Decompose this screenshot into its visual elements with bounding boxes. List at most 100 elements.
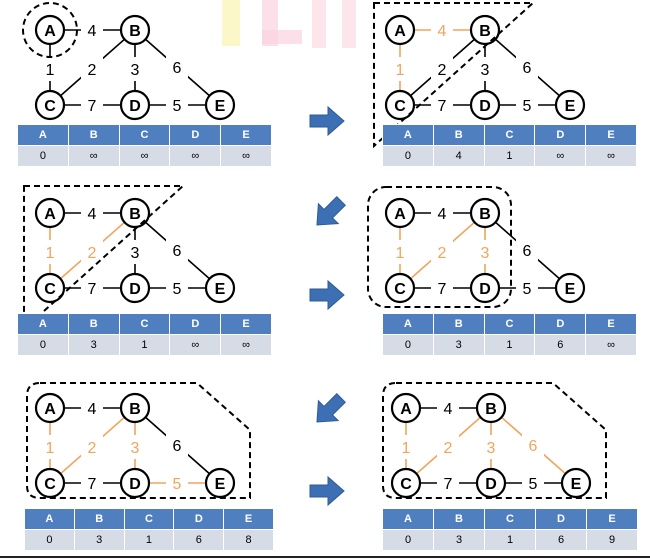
- distance-cell-b: 4: [432, 145, 485, 167]
- svg-text:7: 7: [444, 476, 453, 493]
- graph-step-4: 4 1 2 3 6 7 5 A B C D E: [367, 186, 586, 308]
- svg-text:6: 6: [523, 243, 532, 260]
- distance-cell-b: 3: [73, 529, 125, 551]
- edge-weight-bc: 2: [437, 435, 459, 459]
- distance-cell-e: ∞: [585, 145, 637, 167]
- svg-text:C: C: [44, 476, 56, 493]
- svg-text:E: E: [215, 476, 226, 493]
- visited-set-boundary: [373, 2, 536, 149]
- svg-text:4: 4: [88, 206, 97, 223]
- table-header-a: A: [382, 124, 434, 146]
- svg-text:D: D: [129, 476, 141, 493]
- distance-cell-e: ∞: [220, 145, 272, 167]
- edge-weight-bc: 2: [81, 57, 103, 81]
- edge-weight-ab: 4: [81, 396, 103, 420]
- svg-text:B: B: [129, 23, 141, 40]
- svg-text:5: 5: [523, 281, 532, 298]
- edge-weight-ab: 4: [431, 18, 453, 42]
- edge-weight-bd: 3: [474, 240, 496, 264]
- edge-weight-ab: 4: [81, 18, 103, 42]
- node-d: D: [475, 467, 507, 499]
- table-header-c: C: [118, 313, 171, 335]
- table-header-e: E: [220, 313, 272, 335]
- svg-text:3: 3: [131, 245, 140, 262]
- svg-text:E: E: [565, 98, 576, 115]
- distance-cell-a: 0: [24, 529, 75, 551]
- node-b: B: [119, 392, 151, 424]
- svg-text:B: B: [129, 206, 141, 223]
- edge-weight-ac: 1: [395, 435, 417, 459]
- svg-text:2: 2: [88, 245, 97, 262]
- table-header-a: A: [24, 508, 75, 530]
- distance-cell-b: 3: [433, 529, 485, 551]
- edge-weight-bd: 3: [124, 57, 146, 81]
- svg-text:C: C: [394, 281, 406, 298]
- table-header-d: D: [169, 313, 222, 335]
- node-b: B: [469, 14, 501, 46]
- table-header-b: B: [433, 508, 485, 530]
- distance-cell-d: ∞: [169, 334, 222, 356]
- svg-text:2: 2: [438, 245, 447, 262]
- svg-text:3: 3: [487, 440, 496, 457]
- distance-cell-e: ∞: [585, 334, 637, 356]
- svg-text:E: E: [565, 281, 576, 298]
- graph-step-6: 4 1 2 3 6 7 5 A B C D E: [382, 382, 607, 499]
- distance-cell-b: 3: [432, 334, 485, 356]
- svg-text:A: A: [400, 401, 412, 418]
- svg-text:A: A: [394, 23, 406, 40]
- distance-cell-c: 1: [484, 529, 536, 551]
- distance-cell-a: 0: [17, 145, 69, 167]
- edge-weight-de: 5: [166, 93, 188, 117]
- node-a: A: [34, 392, 66, 424]
- svg-text:B: B: [129, 401, 141, 418]
- table-header-b: B: [67, 313, 120, 335]
- svg-text:6: 6: [173, 243, 182, 260]
- svg-text:7: 7: [88, 281, 97, 298]
- node-e: E: [204, 272, 236, 304]
- node-c: C: [34, 272, 66, 304]
- svg-text:5: 5: [173, 281, 182, 298]
- table-header-a: A: [17, 124, 69, 146]
- distance-cell-c: 1: [123, 529, 175, 551]
- svg-text:D: D: [485, 476, 497, 493]
- edge-weight-be: 6: [516, 55, 538, 79]
- edge-weight-de: 5: [516, 276, 538, 300]
- edge-weight-cd: 7: [431, 93, 453, 117]
- svg-text:A: A: [394, 206, 406, 223]
- svg-text:7: 7: [438, 98, 447, 115]
- edge-weight-ac: 1: [39, 57, 61, 81]
- distance-cell-a: 0: [382, 145, 434, 167]
- distance-cell-d: ∞: [534, 145, 587, 167]
- table-header-d: D: [534, 313, 587, 335]
- table-header-c: C: [483, 124, 536, 146]
- distance-table-step-3: A B C D E 0 3 1 ∞ ∞: [17, 313, 272, 356]
- distance-cell-c: 1: [483, 145, 536, 167]
- node-e: E: [554, 89, 586, 121]
- svg-text:D: D: [129, 98, 141, 115]
- svg-text:3: 3: [481, 62, 490, 79]
- svg-text:3: 3: [131, 62, 140, 79]
- svg-text:B: B: [479, 23, 491, 40]
- svg-text:1: 1: [46, 440, 55, 457]
- table-header-b: B: [432, 124, 485, 146]
- svg-text:6: 6: [529, 438, 538, 455]
- svg-text:C: C: [44, 281, 56, 298]
- node-a: A: [34, 14, 66, 46]
- svg-text:A: A: [44, 401, 56, 418]
- down-left-arrow-icon: [316, 393, 346, 423]
- svg-text:4: 4: [438, 206, 447, 223]
- svg-text:C: C: [44, 98, 56, 115]
- graph-step-1: 4 1 2 3 6 7 5 A B C D E: [22, 2, 236, 121]
- edge-weight-ac: 1: [39, 240, 61, 264]
- svg-text:B: B: [479, 206, 491, 223]
- svg-text:5: 5: [173, 476, 182, 493]
- svg-text:E: E: [215, 98, 226, 115]
- svg-text:4: 4: [444, 401, 453, 418]
- table-header-d: D: [169, 124, 222, 146]
